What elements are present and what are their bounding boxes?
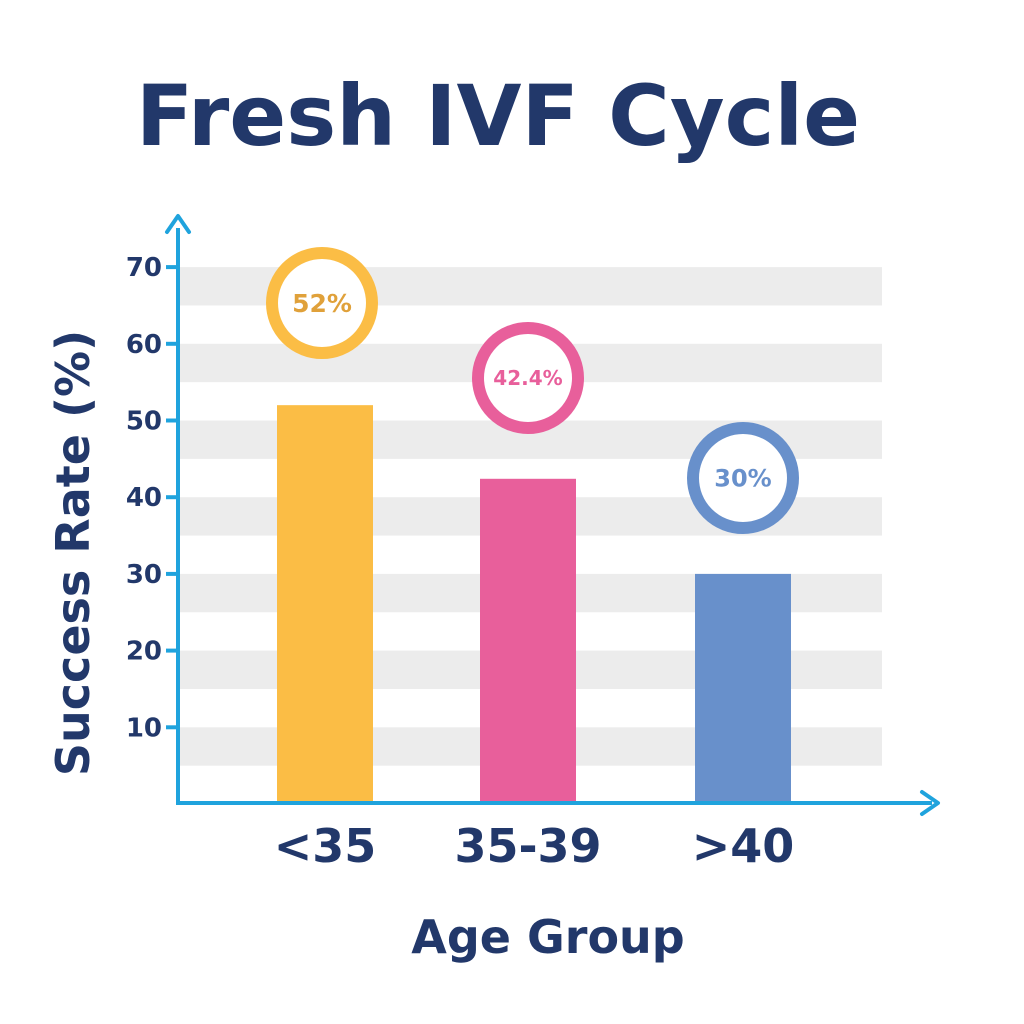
y-tick-label: 20: [126, 637, 162, 667]
y-tick-label: 70: [126, 253, 162, 283]
chart-title: Fresh IVF Cycle: [136, 67, 860, 165]
bar: [277, 405, 373, 804]
x-tick-label: 35-39: [454, 819, 601, 873]
data-label-ring: [266, 247, 378, 359]
x-ticks: <35 35-39 >40: [274, 819, 795, 873]
y-tick-label: 10: [126, 713, 162, 743]
data-label-ring: [687, 422, 799, 534]
y-tick-label: 60: [126, 330, 162, 360]
y-axis-arrowhead: [165, 214, 191, 234]
data-labels: 52% 42.4% 30%: [266, 247, 799, 534]
x-tick-label: <35: [274, 819, 377, 873]
data-label: 30%: [714, 465, 771, 493]
y-tick-label: 50: [126, 407, 162, 437]
x-axis-arrowhead: [920, 790, 940, 816]
y-axis-title: Success Rate (%): [46, 330, 100, 776]
y-tick-label: 30: [126, 560, 162, 590]
y-tick-label: 40: [126, 483, 162, 513]
x-axis-title: Age Group: [411, 910, 684, 964]
bar: [695, 573, 791, 804]
x-tick-label: >40: [692, 819, 795, 873]
bars: [277, 405, 791, 804]
y-ticks: 10 20 30 40 50 60 70: [126, 253, 180, 743]
data-label: 52%: [292, 289, 352, 318]
bar: [480, 478, 576, 804]
data-label: 42.4%: [493, 366, 562, 390]
axes: [165, 214, 940, 816]
data-label-ring: [472, 322, 584, 434]
